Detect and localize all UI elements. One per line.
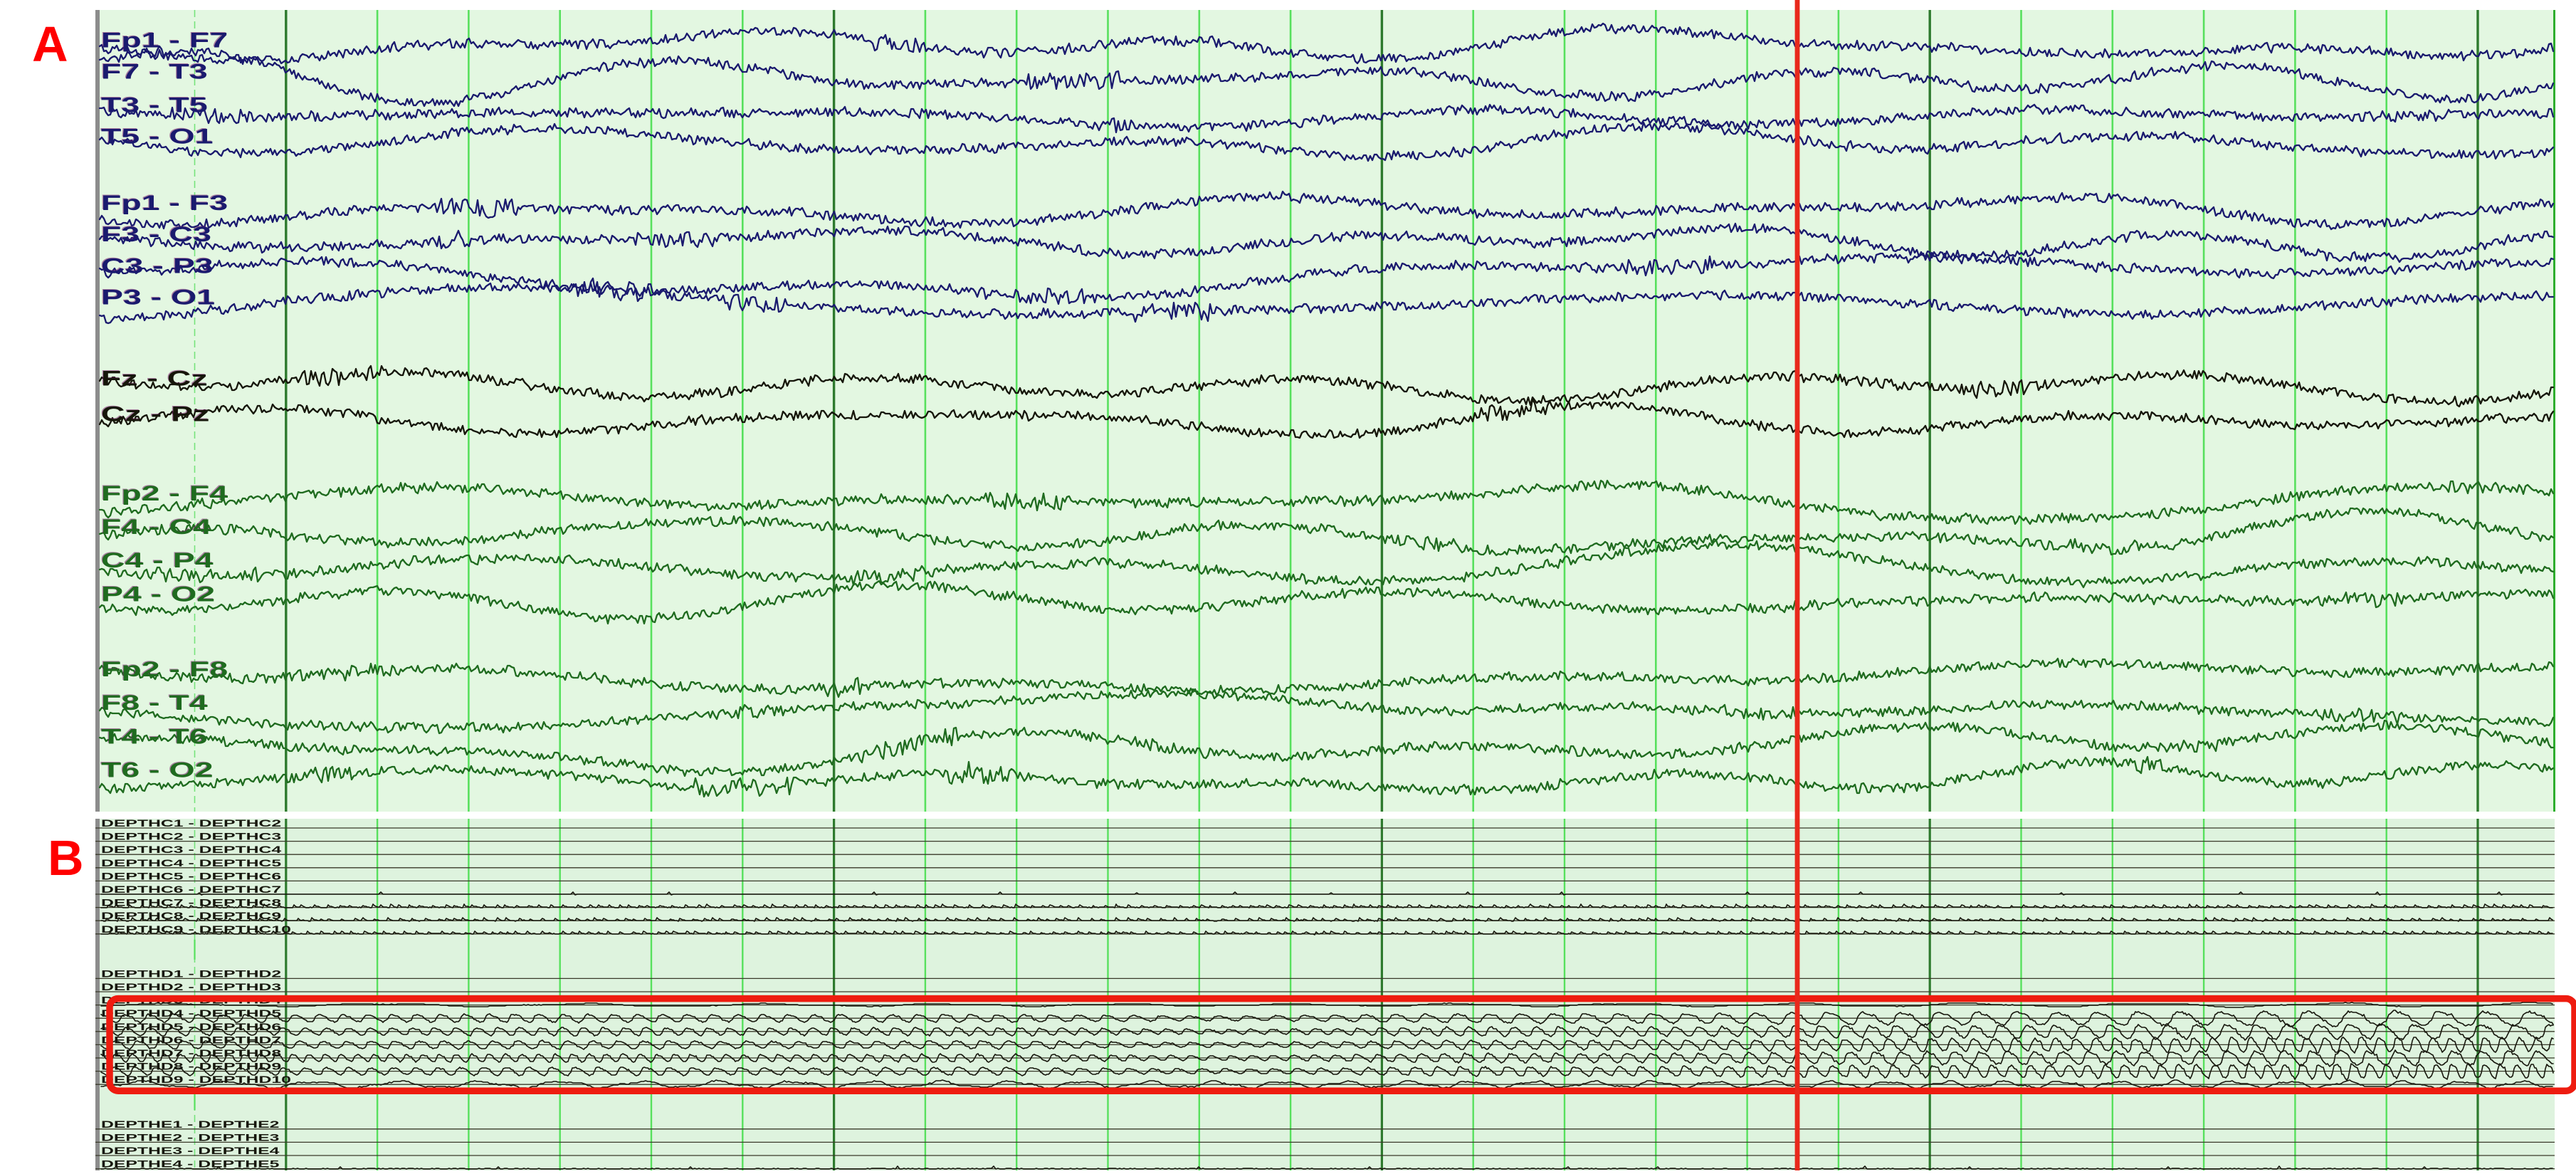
svg-text:DEPTHC7 - DEPTHC8: DEPTHC7 - DEPTHC8 bbox=[101, 898, 281, 908]
svg-text:DEPTHC4 - DEPTHC5: DEPTHC4 - DEPTHC5 bbox=[101, 858, 281, 869]
svg-text:DEPTHC2 - DEPTHC3: DEPTHC2 - DEPTHC3 bbox=[101, 832, 281, 842]
svg-text:DEPTHD4 - DEPTHD5: DEPTHD4 - DEPTHD5 bbox=[101, 1008, 281, 1019]
svg-text:DEPTHD2 - DEPTHD3: DEPTHD2 - DEPTHD3 bbox=[101, 982, 281, 992]
svg-text:P3 - O1: P3 - O1 bbox=[101, 286, 215, 310]
svg-text:DEPTHC5 - DEPTHC6: DEPTHC5 - DEPTHC6 bbox=[101, 871, 281, 882]
svg-text:Fp1 - F3: Fp1 - F3 bbox=[101, 192, 228, 215]
svg-text:DEPTHD5 - DEPTHD6: DEPTHD5 - DEPTHD6 bbox=[101, 1022, 281, 1032]
svg-text:DEPTHC9 - DEPTHC10: DEPTHC9 - DEPTHC10 bbox=[101, 924, 291, 935]
svg-text:T3 - T5: T3 - T5 bbox=[101, 93, 208, 117]
svg-text:DEPTHD8 - DEPTHD9: DEPTHD8 - DEPTHD9 bbox=[101, 1062, 281, 1072]
svg-text:DEPTHD7 - DEPTHD8: DEPTHD7 - DEPTHD8 bbox=[101, 1048, 281, 1059]
svg-text:F4 - C4: F4 - C4 bbox=[101, 515, 211, 539]
svg-text:F3 - C3: F3 - C3 bbox=[101, 223, 211, 246]
svg-text:DEPTHC8 - DEPTHC9: DEPTHC8 - DEPTHC9 bbox=[101, 911, 281, 921]
svg-text:Fp1 - F7: Fp1 - F7 bbox=[101, 28, 228, 52]
svg-text:DEPTHE4 - DEPTHE5: DEPTHE4 - DEPTHE5 bbox=[101, 1159, 279, 1170]
svg-text:T6 - O2: T6 - O2 bbox=[101, 759, 214, 782]
svg-text:Cz - Pz: Cz - Pz bbox=[101, 403, 209, 426]
svg-text:DEPTHD6 - DEPTHD7: DEPTHD6 - DEPTHD7 bbox=[101, 1035, 281, 1046]
svg-text:Fz - Cz: Fz - Cz bbox=[101, 367, 208, 391]
svg-text:A: A bbox=[32, 16, 68, 72]
svg-text:DEPTHC3 - DEPTHC4: DEPTHC3 - DEPTHC4 bbox=[101, 844, 282, 855]
svg-text:B: B bbox=[48, 830, 84, 886]
svg-text:DEPTHD1 - DEPTHD2: DEPTHD1 - DEPTHD2 bbox=[101, 969, 281, 980]
svg-text:Fp2 - F4: Fp2 - F4 bbox=[101, 482, 228, 505]
svg-text:DEPTHC6 - DEPTHC7: DEPTHC6 - DEPTHC7 bbox=[101, 884, 281, 895]
svg-text:T4 - T6: T4 - T6 bbox=[101, 725, 208, 748]
svg-text:Fp2 - F8: Fp2 - F8 bbox=[101, 658, 228, 681]
svg-text:DEPTHE3 - DEPTHE4: DEPTHE3 - DEPTHE4 bbox=[101, 1146, 280, 1156]
svg-text:DEPTHE1 - DEPTHE2: DEPTHE1 - DEPTHE2 bbox=[101, 1119, 279, 1130]
svg-text:P4 - O2: P4 - O2 bbox=[101, 582, 215, 606]
svg-text:DEPTHD9 - DEPTHD10: DEPTHD9 - DEPTHD10 bbox=[101, 1074, 291, 1085]
svg-text:T5 - O1: T5 - O1 bbox=[101, 125, 214, 148]
svg-text:DEPTHE2 - DEPTHE3: DEPTHE2 - DEPTHE3 bbox=[101, 1133, 279, 1143]
svg-text:F7 - T3: F7 - T3 bbox=[101, 61, 208, 84]
svg-text:DEPTHC1 - DEPTHC2: DEPTHC1 - DEPTHC2 bbox=[101, 818, 281, 829]
svg-text:F8 - T4: F8 - T4 bbox=[101, 691, 208, 715]
svg-text:C4 - P4: C4 - P4 bbox=[101, 549, 214, 572]
svg-text:C3 - P3: C3 - P3 bbox=[101, 254, 214, 278]
